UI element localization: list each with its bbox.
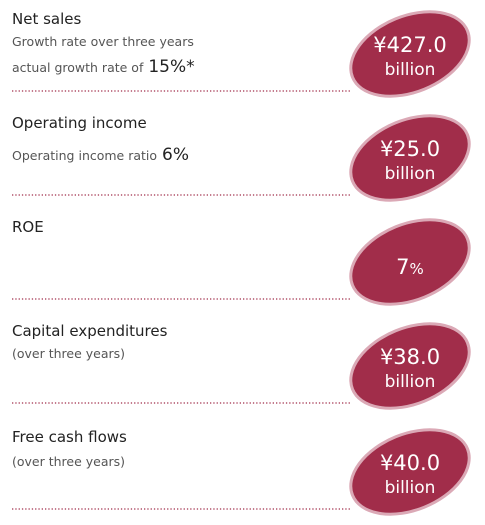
note-highlight: 15%*: [148, 57, 194, 77]
badge-value: ¥40.0: [380, 451, 440, 475]
badge-value: ¥25.0: [380, 137, 440, 161]
item-note: Growth rate over three years: [12, 34, 194, 49]
badge-value: ¥38.0: [380, 345, 440, 369]
badge-unit: billion: [385, 164, 436, 184]
item-note: Operating income ratio 6%: [12, 145, 189, 165]
note-text: Growth rate over three years: [12, 34, 194, 49]
item-note: actual growth rate of 15%*: [12, 57, 195, 77]
badge: [349, 10, 471, 98]
note-highlight: 6%: [162, 145, 189, 165]
badge: [349, 218, 471, 306]
badge: [349, 428, 471, 516]
badge: [349, 114, 471, 202]
badge-unit: billion: [385, 372, 436, 392]
item-title: Free cash flows: [12, 428, 127, 446]
badge-unit: billion: [385, 60, 436, 80]
badge-number: 7: [396, 255, 409, 279]
badge-value: 7%: [396, 255, 424, 279]
badge: [349, 322, 471, 410]
item-note: (over three years): [12, 346, 125, 361]
note-text: actual growth rate of: [12, 60, 144, 75]
item-title: Capital expenditures: [12, 322, 168, 340]
item-title: Net sales: [12, 10, 82, 28]
badge-suffix: %: [410, 260, 424, 278]
badge-unit: billion: [385, 478, 436, 498]
item-title: ROE: [12, 218, 44, 236]
note-text: Operating income ratio: [12, 148, 157, 163]
note-text: (over three years): [12, 346, 125, 361]
note-text: (over three years): [12, 454, 125, 469]
item-note: (over three years): [12, 454, 125, 469]
item-title: Operating income: [12, 114, 147, 132]
badge-value: ¥427.0: [373, 33, 446, 57]
